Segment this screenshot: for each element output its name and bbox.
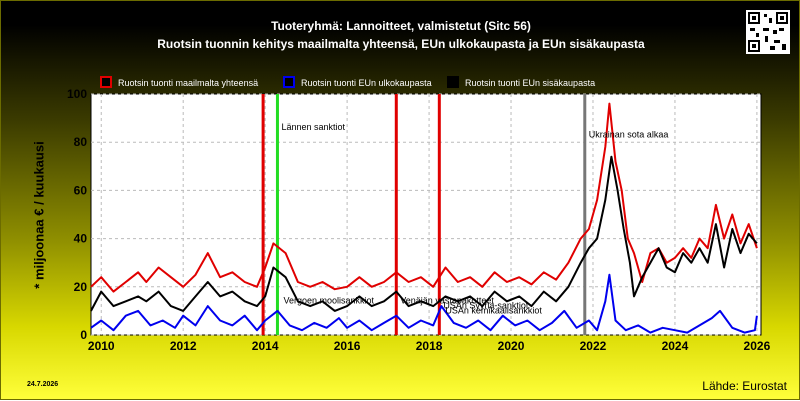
- series-line: [90, 155, 758, 312]
- x-tick-label: 2010: [88, 339, 115, 353]
- annotation-label: USAn kemikaalisankkiot: [445, 305, 542, 315]
- event-label: Ukrainan sota alkaa: [589, 129, 669, 139]
- annotation-label: Vergoen moolisankkiot: [284, 296, 375, 306]
- plot-area: [90, 93, 762, 336]
- legend-label: Ruotsin tuonti EUn sisäkaupasta: [465, 78, 595, 88]
- y-tick-label: 80: [74, 135, 88, 149]
- legend-swatch: [447, 76, 459, 88]
- x-tick-label: 2014: [252, 339, 279, 353]
- chart-title-line1: Tuoteryhmä: Lannoitteet, valmistetut (Si…: [271, 19, 531, 33]
- legend-swatch: [100, 76, 112, 88]
- legend-swatch: [283, 76, 295, 88]
- event-label: USAn Syyria-sanktiot: [443, 300, 529, 310]
- chart-title-line2: Ruotsin tuonnin kehitys maailmalta yhtee…: [157, 37, 645, 51]
- y-tick-label: 100: [67, 87, 87, 101]
- source-label: Lähde: Eurostat: [702, 379, 787, 393]
- qr-code-icon: [746, 10, 790, 54]
- y-tick-label: 60: [74, 183, 88, 197]
- x-tick-label: 2024: [662, 339, 689, 353]
- x-tick-label: 2016: [334, 339, 361, 353]
- legend-label: Ruotsin tuonti EUn ulkokaupasta: [301, 78, 432, 88]
- x-tick-label: 2018: [416, 339, 443, 353]
- y-tick-label: 0: [80, 328, 87, 342]
- event-label: Venäjän vastapakotteet: [400, 296, 494, 306]
- x-tick-label: 2012: [170, 339, 197, 353]
- y-tick-label: 40: [74, 232, 88, 246]
- x-tick-label: 2020: [498, 339, 525, 353]
- event-label: Lännen sanktiot: [281, 122, 345, 132]
- date-label: 24.7.2026: [27, 381, 59, 388]
- series-line: [90, 273, 758, 334]
- series-line: [90, 102, 758, 293]
- y-tick-label: 20: [74, 280, 88, 294]
- x-tick-label: 2026: [744, 339, 771, 353]
- legend-label: Ruotsin tuonti maailmalta yhteensä: [118, 78, 258, 88]
- x-tick-label: 2022: [580, 339, 607, 353]
